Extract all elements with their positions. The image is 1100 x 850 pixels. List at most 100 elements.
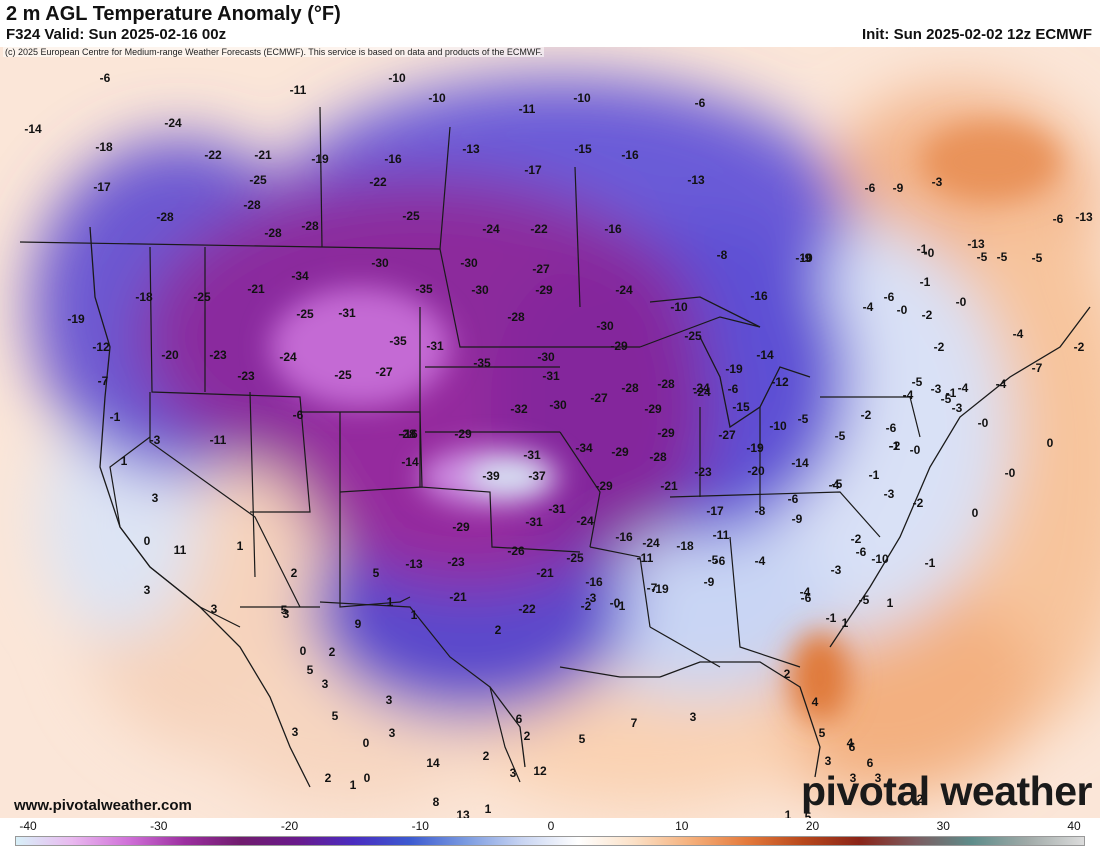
- anomaly-value-label: -1: [917, 242, 928, 256]
- anomaly-value-label: -30: [596, 319, 614, 333]
- anomaly-field: [30, 77, 1100, 807]
- anomaly-value-label: -29: [454, 427, 472, 441]
- anomaly-value-label: -24: [615, 283, 633, 297]
- anomaly-value-label: -25: [684, 329, 702, 343]
- anomaly-value-label: -7: [1032, 361, 1043, 375]
- anomaly-value-label: -14: [401, 455, 419, 469]
- anomaly-value-label: 5: [281, 603, 288, 617]
- anomaly-value-label: 2: [483, 749, 490, 763]
- anomaly-value-label: -31: [338, 306, 356, 320]
- anomaly-value-label: -3: [932, 175, 943, 189]
- anomaly-value-label: -11: [210, 433, 227, 447]
- anomaly-value-label: -16: [585, 575, 603, 589]
- anomaly-value-label: -5: [977, 250, 988, 264]
- anomaly-value-label: 2: [291, 566, 298, 580]
- anomaly-value-label: -30: [549, 398, 567, 412]
- anomaly-value-label: -17: [93, 180, 111, 194]
- anomaly-value-label: -6: [884, 290, 895, 304]
- anomaly-value-label: -28: [398, 427, 416, 441]
- anomaly-value-label: 13: [456, 808, 470, 818]
- anomaly-value-label: -31: [542, 369, 560, 383]
- anomaly-value-label: -10: [388, 71, 406, 85]
- anomaly-value-label: -10: [769, 419, 787, 433]
- anomaly-value-label: -9: [893, 181, 904, 195]
- anomaly-value-label: -9: [792, 512, 803, 526]
- anomaly-value-label: -10: [428, 91, 446, 105]
- valid-time: F324 Valid: Sun 2025-02-16 00z: [6, 26, 227, 43]
- anomaly-value-label: -2: [1074, 340, 1085, 354]
- anomaly-value-label: -19: [746, 441, 764, 455]
- anomaly-value-label: -3: [586, 591, 597, 605]
- colorbar: [15, 836, 1085, 846]
- anomaly-value-label: -14: [756, 348, 774, 362]
- anomaly-value-label: 5: [307, 663, 314, 677]
- anomaly-value-label: -39: [482, 469, 500, 483]
- anomaly-value-label: -1: [869, 468, 880, 482]
- anomaly-value-label: -7: [647, 581, 658, 595]
- anomaly-value-label: -34: [291, 269, 309, 283]
- anomaly-value-label: 2: [329, 645, 336, 659]
- anomaly-value-label: -8: [717, 248, 728, 262]
- anomaly-value-label: -6: [856, 545, 867, 559]
- anomaly-value-label: 3: [875, 771, 882, 785]
- anomaly-value-label: -19: [67, 312, 85, 326]
- anomaly-value-label: -22: [530, 222, 548, 236]
- anomaly-value-label: 1: [485, 802, 492, 816]
- anomaly-value-label: 14: [426, 756, 440, 770]
- anomaly-value-label: -23: [694, 465, 712, 479]
- anomaly-value-label: -27: [532, 262, 550, 276]
- anomaly-value-label: 3: [386, 693, 393, 707]
- anomaly-value-label: -14: [24, 122, 42, 136]
- anomaly-value-label: 1: [411, 608, 418, 622]
- anomaly-value-label: -20: [747, 464, 765, 478]
- anomaly-value-label: -21: [660, 479, 678, 493]
- init-time: Init: Sun 2025-02-02 12z ECMWF: [861, 26, 1092, 43]
- anomaly-value-label: 0: [972, 506, 979, 520]
- anomaly-value-label: 1: [121, 454, 128, 468]
- anomaly-value-label: -14: [791, 456, 809, 470]
- anomaly-value-label: -22: [369, 175, 387, 189]
- website-link[interactable]: www.pivotalweather.com: [14, 797, 192, 814]
- anomaly-value-label: -4: [903, 388, 914, 402]
- anomaly-value-label: -6: [788, 492, 799, 506]
- anomaly-value-label: 3: [322, 677, 329, 691]
- anomaly-value-label: -5: [832, 477, 843, 491]
- anomaly-value-label: -0: [956, 295, 967, 309]
- anomaly-value-label: -0: [897, 303, 908, 317]
- anomaly-value-label: -16: [384, 152, 402, 166]
- anomaly-value-label: -1: [946, 386, 957, 400]
- anomaly-value-label: -21: [536, 566, 554, 580]
- anomaly-value-label: -28: [621, 381, 639, 395]
- anomaly-value-label: -25: [566, 551, 584, 565]
- anomaly-value-label: 7: [631, 716, 638, 730]
- anomaly-value-label: -21: [254, 148, 272, 162]
- colorbar-tick: 40: [1067, 819, 1081, 833]
- anomaly-value-label: -5: [835, 429, 846, 443]
- anomaly-value-label: -18: [135, 290, 153, 304]
- anomaly-value-label: -24: [642, 536, 660, 550]
- anomaly-value-label: -10: [670, 300, 688, 314]
- anomaly-value-label: 5: [373, 566, 380, 580]
- anomaly-value-label: -0: [1005, 466, 1016, 480]
- anomaly-value-label: -19: [725, 362, 743, 376]
- anomaly-value-label: 5: [332, 709, 339, 723]
- anomaly-value-label: -11: [290, 83, 307, 97]
- anomaly-value-label: -11: [519, 102, 536, 116]
- anomaly-value-label: -16: [615, 530, 633, 544]
- anomaly-value-label: -16: [604, 222, 622, 236]
- anomaly-value-label: -1: [110, 410, 121, 424]
- anomaly-value-label: -23: [209, 348, 227, 362]
- anomaly-value-label: 6: [516, 712, 523, 726]
- anomaly-value-label: -13: [967, 237, 985, 251]
- anomaly-value-label: -26: [507, 544, 525, 558]
- anomaly-value-label: -13: [687, 173, 705, 187]
- coastlines: [89, 226, 1091, 788]
- anomaly-value-label: -4: [1013, 327, 1024, 341]
- anomaly-value-label: -30: [471, 283, 489, 297]
- anomaly-value-label: -29: [535, 283, 553, 297]
- anomaly-value-label: -24: [164, 116, 182, 130]
- anomaly-value-label: -10: [871, 552, 889, 566]
- anomaly-value-label: -20: [161, 348, 179, 362]
- anomaly-value-label: -28: [301, 219, 319, 233]
- anomaly-value-label: 0: [144, 534, 151, 548]
